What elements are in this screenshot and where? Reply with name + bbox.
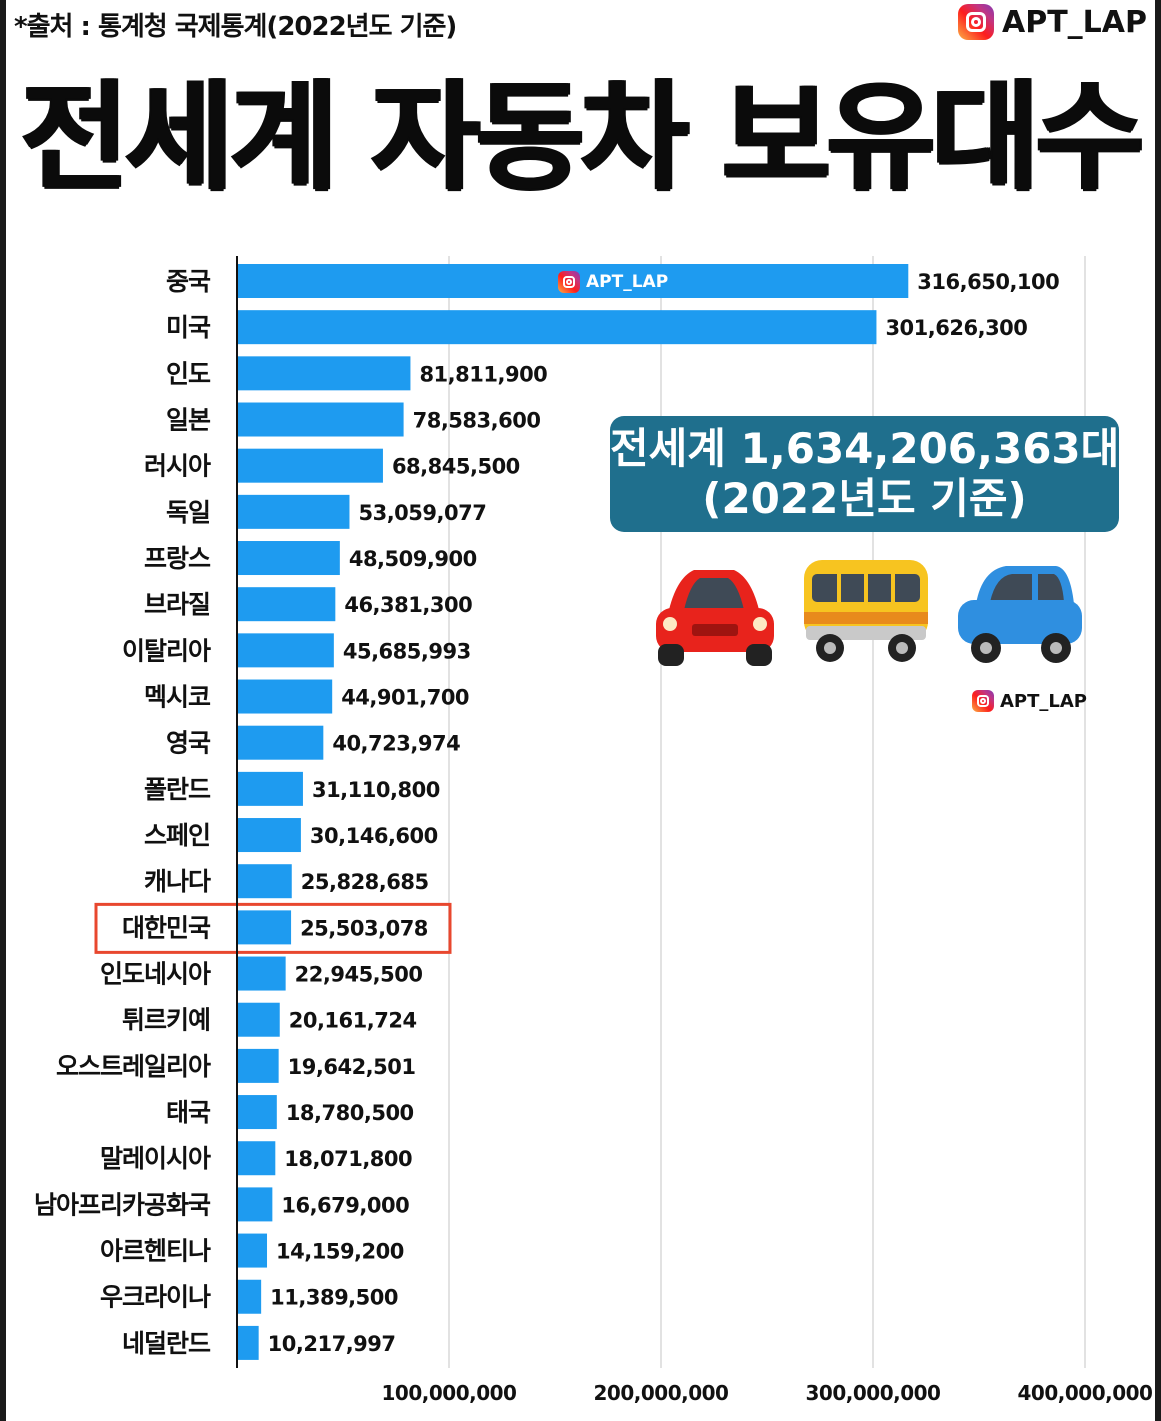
red-car-icon (656, 570, 774, 666)
chart-page: *출처 : 통계청 국제통계(2022년도 기준) APT_LAP 전세계 자동… (6, 0, 1155, 1421)
data-label: 40,723,974 (332, 732, 460, 756)
instagram-icon (558, 271, 580, 293)
bar (237, 1279, 262, 1314)
side-watermark: APT_LAP (972, 690, 1087, 712)
bar (237, 1002, 280, 1037)
data-label: 25,828,685 (301, 870, 429, 894)
chart-watermark-text: APT_LAP (586, 272, 669, 292)
category-label: 브라질 (144, 590, 210, 619)
data-label: 19,642,501 (288, 1055, 416, 1079)
data-label: 16,679,000 (281, 1193, 409, 1217)
bar (237, 310, 877, 345)
category-label: 대한민국 (122, 913, 211, 942)
bar (237, 448, 383, 483)
bar (237, 956, 286, 991)
category-label: 아르헨티나 (100, 1237, 211, 1266)
data-label: 45,685,993 (343, 639, 471, 663)
data-label: 53,059,077 (358, 501, 486, 525)
bar (237, 402, 404, 437)
bar (237, 725, 324, 760)
page-title: 전세계 자동차 보유대수 (20, 68, 1145, 206)
total-callout: 전세계 1,634,206,363대 (2022년도 기준) (610, 416, 1119, 532)
highlight-box (94, 902, 452, 954)
bar (237, 587, 336, 622)
category-label: 태국 (166, 1098, 211, 1127)
data-label: 30,146,600 (310, 824, 438, 848)
category-label: 우크라이나 (100, 1283, 211, 1312)
category-label: 캐나다 (144, 867, 211, 896)
source-note: *출처 : 통계청 국제통계(2022년도 기준) (14, 12, 457, 42)
instagram-icon (958, 4, 994, 40)
x-tick-label: 200,000,000 (594, 1381, 729, 1405)
data-label: 18,780,500 (286, 1101, 414, 1125)
category-label: 프랑스 (144, 544, 211, 573)
data-label: 46,381,300 (344, 593, 472, 617)
chart-watermark: APT_LAP (558, 271, 668, 293)
bar (237, 541, 340, 576)
category-label: 이탈리아 (122, 636, 211, 665)
bus-icon (804, 560, 928, 662)
category-label: 오스트레일리아 (56, 1052, 211, 1081)
category-label: 영국 (166, 729, 211, 758)
side-watermark-text: APT_LAP (1000, 690, 1087, 712)
category-label: 네덜란드 (122, 1329, 211, 1358)
category-label: 튀르키예 (122, 1006, 210, 1035)
bar (237, 1233, 268, 1268)
total-callout-line1: 전세계 1,634,206,363대 (610, 424, 1120, 473)
x-tick-label: 100,000,000 (382, 1381, 517, 1405)
data-label: 14,159,200 (276, 1240, 404, 1264)
data-label: 81,811,900 (419, 362, 547, 386)
bar (237, 679, 333, 714)
brand-handle: APT_LAP (1002, 4, 1147, 40)
data-label: 10,217,997 (268, 1332, 396, 1356)
category-label: 중국 (166, 267, 211, 296)
category-label: 인도 (166, 359, 211, 388)
bar (237, 1141, 276, 1176)
category-label: 폴란드 (144, 775, 211, 804)
data-label: 44,901,700 (341, 686, 469, 710)
blue-car-icon (958, 566, 1082, 663)
category-label: 남아프리카공화국 (34, 1190, 211, 1219)
category-label: 일본 (166, 406, 211, 435)
bar (237, 356, 411, 391)
data-label: 301,626,300 (885, 316, 1027, 340)
vehicle-illustrations (656, 560, 1082, 666)
data-label: 68,845,500 (392, 455, 520, 479)
instagram-icon (972, 690, 994, 712)
bar (237, 1325, 259, 1360)
category-label: 멕시코 (144, 683, 211, 712)
total-callout-line2: (2022년도 기준) (702, 474, 1027, 523)
data-label: 31,110,800 (312, 778, 440, 802)
bar (237, 864, 292, 899)
bar (237, 1187, 273, 1222)
bar-chart: 316,650,100 중국 301,626,300 미국 81,811,900 인도 78… (34, 256, 1153, 1405)
category-label: 러시아 (144, 452, 211, 481)
bar (237, 1095, 277, 1130)
brand-badge[interactable]: APT_LAP (958, 4, 1147, 40)
data-label: 78,583,600 (413, 409, 541, 433)
x-tick-label: 400,000,000 (1018, 1381, 1153, 1405)
bar (237, 494, 350, 529)
bar (237, 771, 303, 806)
category-label: 인도네시아 (100, 960, 211, 989)
data-label: 18,071,800 (284, 1147, 412, 1171)
bar (237, 1048, 279, 1083)
data-label: 20,161,724 (289, 1009, 417, 1033)
category-label: 미국 (166, 313, 211, 342)
bar (237, 910, 292, 945)
data-label: 22,945,500 (295, 963, 423, 987)
data-label: 48,509,900 (349, 547, 477, 571)
bar (237, 633, 334, 668)
category-label: 스페인 (144, 821, 210, 850)
data-label: 25,503,078 (300, 916, 428, 940)
data-label: 11,389,500 (270, 1286, 398, 1310)
bar (237, 818, 301, 853)
data-label: 316,650,100 (917, 270, 1059, 294)
x-tick-label: 300,000,000 (806, 1381, 941, 1405)
category-label: 말레이시아 (100, 1144, 211, 1173)
category-label: 독일 (166, 498, 210, 527)
